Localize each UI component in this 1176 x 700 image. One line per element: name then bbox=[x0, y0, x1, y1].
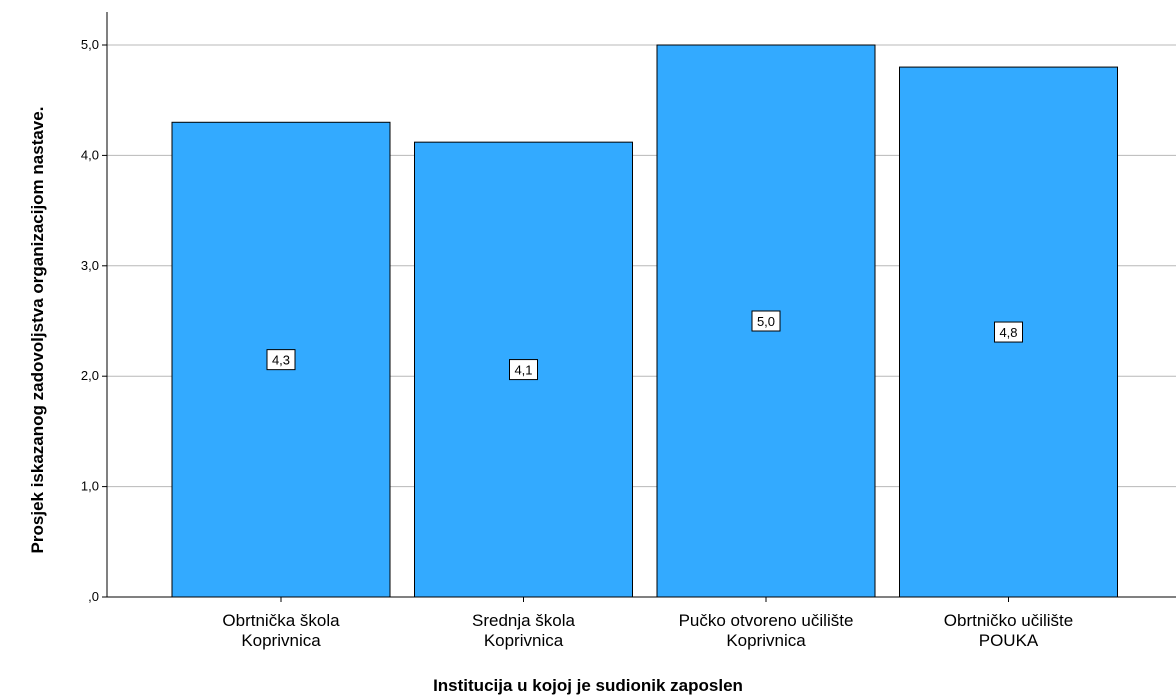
y-tick-label: 1,0 bbox=[81, 479, 99, 494]
x-tick-label: Obrtnička škola Koprivnica bbox=[222, 611, 340, 650]
x-axis-title: Institucija u kojoj je sudionik zaposlen bbox=[433, 676, 743, 695]
data-labels: 4,3 4,1 5,0 4,8 bbox=[266, 310, 1023, 381]
data-label-box bbox=[266, 349, 296, 371]
x-tick-label: Obrtničko učilište POUKA bbox=[944, 611, 1073, 650]
y-tick-label: 3,0 bbox=[81, 258, 99, 273]
data-label-box bbox=[509, 359, 538, 381]
data-label-text: 4,8 bbox=[999, 325, 1017, 340]
data-label: 4,3 bbox=[266, 349, 296, 371]
data-label-box bbox=[994, 321, 1023, 343]
x-ticks: Obrtnička škola Koprivnica Srednja škola Ko… bbox=[222, 597, 1073, 650]
data-label-text: 4,1 bbox=[514, 363, 532, 378]
x-tick-label: Srednja škola Koprivnica bbox=[472, 611, 576, 650]
data-label-text: 4,3 bbox=[272, 353, 290, 368]
y-ticks: ,0 1,0 2,0 3,0 4,0 5,0 bbox=[81, 37, 107, 604]
y-tick-label: 2,0 bbox=[81, 368, 99, 383]
bars bbox=[171, 44, 1118, 598]
data-label-box bbox=[751, 310, 781, 332]
y-tick-label: 5,0 bbox=[81, 37, 99, 52]
data-label-text: 5,0 bbox=[757, 314, 775, 329]
data-label: 5,0 bbox=[751, 310, 781, 332]
data-label: 4,1 bbox=[509, 359, 538, 381]
y-tick-label: 4,0 bbox=[81, 147, 99, 162]
x-tick-label: Pučko otvoreno učilište Koprivnica bbox=[679, 611, 854, 650]
data-label: 4,8 bbox=[994, 321, 1023, 343]
y-tick-label: ,0 bbox=[88, 589, 99, 604]
